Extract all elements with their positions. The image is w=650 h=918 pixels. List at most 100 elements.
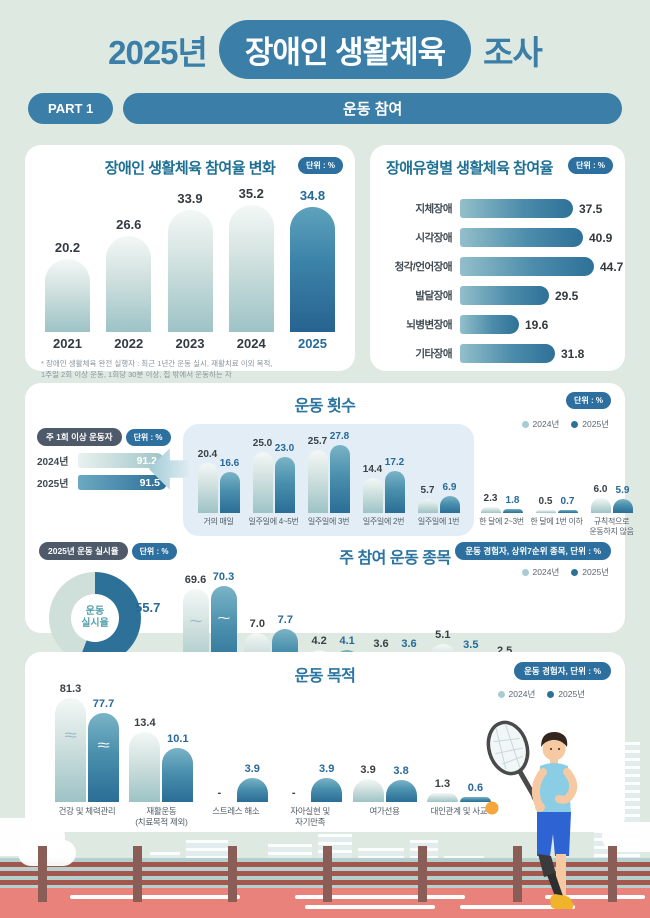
summary-bar: 91.2 <box>78 453 164 468</box>
bar-2024 <box>590 498 611 513</box>
bar-column: 3.9 <box>311 764 343 802</box>
bar-group: 0.5 0.7 한 달에 1번 이하 <box>529 497 584 533</box>
implementation-badge: 2025년 운동 실시율 <box>39 542 128 560</box>
value-2024: 2.5 <box>496 645 513 657</box>
disability-category: 뇌병변장애 <box>406 319 452 331</box>
value-2025: 3.9 <box>244 763 260 775</box>
value-2024: 2.3 <box>483 493 498 504</box>
bar-2024 <box>352 779 384 802</box>
summary-bar: 91.5 <box>78 475 167 490</box>
bar-2025 <box>162 748 194 802</box>
legend-2024-dot <box>521 568 529 576</box>
bar-pair: 14.4 17.2 <box>362 458 405 513</box>
disability-bar-chart: 지체장애 37.5 시각장애 40.9 청각/언어장애 44.7 발달장애 29.5 뇌병변장애… <box>370 194 625 368</box>
bar-2024 <box>426 793 458 802</box>
header-year: 2025년 <box>108 33 208 71</box>
frequency-highlight-box: 20.4 16.6 거의 매일 25.0 23.0 일주일에 4~5번 25.7 27.8 일주… <box>183 424 474 536</box>
value-2024: 25.7 <box>307 436 328 447</box>
page-header: 2025년 장애인 생활체육 조사 <box>0 20 650 79</box>
sports-legend: 2024년 2025년 <box>521 566 609 578</box>
disability-row: 청각/언어장애 44.7 <box>370 252 625 281</box>
bar-group: 1.3 0.6 대인관계 및 사교 <box>425 779 493 828</box>
bar-2025 <box>236 778 268 802</box>
frequency-title: 운동 횟수 <box>294 398 356 415</box>
value-2025: 1.8 <box>505 495 520 506</box>
bar-2024 <box>197 463 218 513</box>
bar-column: 1.8 <box>502 495 523 513</box>
trend-value: 35.2 <box>238 186 264 201</box>
summary-badge: 주 1회 이상 운동자 <box>37 428 122 446</box>
frequency-header: 운동 횟수 단위 : % <box>25 383 625 415</box>
axis-break-icon: ~ <box>216 610 231 628</box>
bar-column: 3.8 <box>385 766 417 802</box>
bar-column: 1.3 <box>426 779 458 802</box>
bar-2025 <box>557 510 578 513</box>
bar-column: 27.8 <box>329 432 350 513</box>
part-badge: PART 1 <box>28 93 114 124</box>
trend-value: 20.2 <box>54 240 81 255</box>
bar-pair: 3.9 3.8 <box>352 765 417 802</box>
disability-bar <box>460 315 519 334</box>
bar-pair: 13.4 10.1 <box>129 718 194 802</box>
value-2024: 7.0 <box>249 618 265 630</box>
disability-title: 장애유형별 생활체육 참여율 <box>386 160 553 177</box>
value-2024: 4.2 <box>311 635 327 647</box>
axis-break-icon: ≈ <box>97 737 110 755</box>
disability-bar <box>460 199 573 218</box>
trend-bar-group: 26.6 2022 <box>106 217 152 351</box>
part-title: 운동 참여 <box>123 93 622 124</box>
purpose-legend: 2024년 2025년 <box>497 688 585 700</box>
value-2025: 5.9 <box>615 485 630 496</box>
value-2025: 7.7 <box>277 614 293 626</box>
bar-2025 <box>311 778 343 802</box>
bar-2025 <box>502 509 523 513</box>
header-suffix: 조사 <box>483 33 543 71</box>
arrow-left-icon <box>149 448 189 490</box>
frequency-legend: 2024년 2025년 <box>521 418 609 430</box>
disability-bar <box>460 228 583 247</box>
disability-row: 기타장애 31.8 <box>370 339 625 368</box>
bar-category: 일주일에 2번 <box>362 517 405 526</box>
purpose-bar-chart: 81.3 ≈77.7 ≈ 건강 및 체력관리 13.4 10.1 재활운동 (치료목적 제외… <box>53 684 493 828</box>
bar-pair: 6.0 5.9 <box>590 485 633 513</box>
bar-group: 20.4 16.6 거의 매일 <box>191 450 246 533</box>
unit-badge: 단위 : % <box>125 428 171 446</box>
trend-year: 2025 <box>298 336 327 351</box>
trend-bar <box>228 205 274 332</box>
value-2024: - <box>217 787 222 799</box>
bar-2024 <box>535 510 556 513</box>
disability-bar <box>460 257 594 276</box>
bar-group: 13.4 10.1 재활운동 (치료목적 제외) <box>127 718 195 828</box>
bar-group: 14.4 17.2 일주일에 2번 <box>356 458 411 533</box>
bar-column: 16.6 <box>219 458 240 513</box>
sports-title: 주 참여 운동 종목 <box>339 550 451 567</box>
value-2025: 23.0 <box>274 443 295 454</box>
bar-column: 5.7 <box>417 486 438 513</box>
trend-bar <box>45 259 90 332</box>
bar-column: 6.0 <box>590 485 611 513</box>
trend-bar-chart: 20.2 2021 26.6 2022 33.9 2023 35.2 2024 34.8 2025 <box>25 186 355 351</box>
bar-2024 <box>417 499 438 513</box>
bar-column: 25.0 <box>252 438 273 513</box>
legend-2025-dot <box>571 568 579 576</box>
bar-group: 25.7 27.8 일주일에 3번 <box>301 432 356 533</box>
tennis-racket-icon <box>486 720 530 776</box>
value-2025: 4.1 <box>339 635 355 647</box>
disability-row: 발달장애 29.5 <box>370 281 625 310</box>
disability-value: 40.9 <box>589 230 613 245</box>
summary-bars: 2024년 91.2 2025년 91.5 <box>37 453 183 490</box>
legend-2025-label: 2025년 <box>582 419 609 429</box>
bar-2025 <box>329 445 350 513</box>
summary-row: 2025년 91.5 <box>37 475 183 490</box>
trend-year: 2024 <box>236 336 266 351</box>
value-2024: 69.6 <box>184 574 207 586</box>
frequency-bar-chart: 20.4 16.6 거의 매일 25.0 23.0 일주일에 4~5번 25.7 27.8 일주… <box>183 424 639 536</box>
disability-value: 37.5 <box>579 201 603 216</box>
unit-badge: 단위 : % <box>131 542 177 560</box>
bar-column: 20.4 <box>197 450 218 513</box>
bar-column: 17.2 <box>384 458 405 513</box>
bar-column: 6.9 <box>439 483 460 513</box>
disability-row: 시각장애 40.9 <box>370 223 625 252</box>
value-2024: 25.0 <box>252 438 273 449</box>
value-2025: 16.6 <box>219 458 240 469</box>
